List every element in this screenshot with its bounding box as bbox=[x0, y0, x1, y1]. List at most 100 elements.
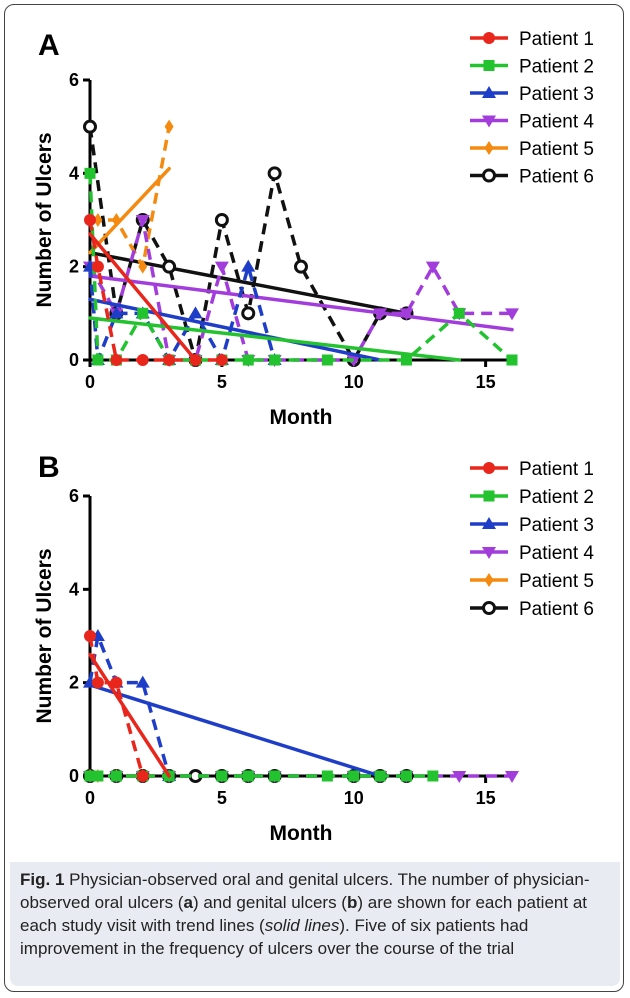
caption-solid-lines: solid lines bbox=[264, 916, 340, 935]
legend-label-a: Patient 2 bbox=[519, 57, 594, 78]
y-tick-label-a: 4 bbox=[69, 163, 79, 183]
y-tick-label-b: 4 bbox=[69, 579, 79, 599]
panel-a: A 0 2 4 6 0 5 10 15 Month Number of Ulcers Pati… bbox=[33, 29, 594, 429]
axes-a: 0 2 4 6 0 5 10 15 bbox=[69, 70, 512, 392]
data-point-patient-2-b bbox=[427, 770, 439, 782]
data-point-patient-6-a bbox=[267, 166, 282, 181]
legend-a: Patient 1 Patient 2 Patient 3 Patient 4 Pati… bbox=[470, 29, 594, 188]
caption-text-2: ) and genital ulcers ( bbox=[192, 893, 347, 912]
data-point-patient-3-a bbox=[188, 306, 203, 319]
legend-item-patient-2-b: Patient 2 bbox=[470, 487, 594, 508]
legend-item-patient-1-b: Patient 1 bbox=[470, 459, 594, 480]
data-point-patient-2-a bbox=[506, 354, 518, 366]
y-tick-label-b: 0 bbox=[69, 766, 79, 786]
legend-label-b: Patient 5 bbox=[519, 571, 594, 592]
legend-label-a: Patient 5 bbox=[519, 139, 594, 160]
panel-b: B 0 2 4 6 0 5 10 15 Month Number of Ulcers Pati… bbox=[33, 451, 594, 845]
data-point-patient-2-a bbox=[321, 354, 333, 366]
data-point-patient-3-a bbox=[241, 259, 256, 272]
x-tick-label-b: 5 bbox=[217, 788, 227, 808]
series-line-patient-6-a bbox=[88, 126, 407, 362]
x-tick-label-b: 15 bbox=[476, 788, 496, 808]
data-point-patient-1-b bbox=[91, 676, 104, 689]
legend-marker-a bbox=[482, 168, 496, 183]
x-tick-label-b: 10 bbox=[344, 788, 364, 808]
legend-label-b: Patient 4 bbox=[519, 543, 594, 564]
data-point-patient-1-a bbox=[84, 214, 96, 226]
panel-letter-a: A bbox=[38, 29, 60, 62]
data-point-patient-6-a bbox=[294, 259, 308, 274]
data-point-patient-4-b bbox=[505, 771, 519, 783]
data-point-patient-4-a bbox=[214, 261, 229, 274]
series-patient-1-b bbox=[84, 630, 171, 782]
legend-label-b: Patient 2 bbox=[519, 487, 594, 508]
data-point-patient-2-a bbox=[401, 354, 412, 366]
data-point-patient-2-a bbox=[137, 307, 149, 319]
data-point-patient-4-a bbox=[505, 308, 519, 321]
data-point-patient-5-a bbox=[164, 119, 174, 134]
legend-marker-a bbox=[482, 86, 496, 98]
caption-fig-label: Fig. 1 bbox=[20, 870, 65, 889]
data-point-patient-4-a bbox=[135, 215, 150, 227]
plot-area-b bbox=[83, 629, 519, 783]
data-point-patient-2-b bbox=[269, 770, 281, 782]
legend-marker-b bbox=[482, 547, 496, 559]
data-point-patient-2-a bbox=[242, 354, 254, 366]
x-axis-title-a: Month bbox=[270, 406, 333, 429]
legend-item-patient-4-b: Patient 4 bbox=[470, 543, 594, 564]
data-point-patient-2-a bbox=[453, 307, 465, 319]
y-tick-label-b: 2 bbox=[69, 673, 79, 693]
legend-marker-b bbox=[483, 490, 495, 502]
legend-marker-a bbox=[483, 32, 495, 44]
data-point-patient-2-a bbox=[84, 167, 96, 179]
caption-ref-b: b bbox=[346, 893, 358, 912]
y-tick-label-a: 2 bbox=[69, 257, 79, 277]
legend-item-patient-5-b: Patient 5 bbox=[470, 571, 594, 592]
y-tick-label-a: 0 bbox=[69, 350, 79, 370]
data-point-patient-1-b bbox=[84, 630, 96, 642]
data-point-patient-2-b bbox=[110, 770, 122, 782]
legend-item-patient-5-a: Patient 5 bbox=[470, 139, 594, 160]
data-point-patient-1-a bbox=[189, 354, 202, 366]
legend-b: Patient 1 Patient 2 Patient 3 Patient 4 Pati… bbox=[470, 459, 594, 620]
trend-line-patient-5-a bbox=[88, 166, 171, 255]
figure-caption: Fig. 1 Physician-observed oral and genit… bbox=[20, 868, 616, 960]
caption-text-4: ). Five of six patients had improvement … bbox=[20, 916, 529, 958]
data-point-patient-2-a bbox=[269, 354, 281, 366]
y-axis-title-b: Number of Ulcers bbox=[33, 548, 56, 723]
caption-text-3: ) are shown for each patient at each stu… bbox=[20, 893, 587, 935]
trend-line-patient-1-a bbox=[88, 232, 198, 362]
trend-line-patient-4-a bbox=[88, 274, 514, 332]
panel-letter-b: B bbox=[38, 451, 60, 484]
data-point-patient-4-a bbox=[399, 308, 414, 321]
data-point-patient-5-a bbox=[111, 213, 121, 227]
data-point-patient-1-a bbox=[110, 354, 123, 366]
legend-item-patient-1-a: Patient 1 bbox=[470, 29, 594, 50]
data-point-patient-1-a bbox=[163, 354, 176, 366]
x-tick-label-a: 0 bbox=[85, 372, 95, 392]
caption-text-1: Physician-observed oral and genital ulce… bbox=[20, 870, 590, 912]
legend-marker-b bbox=[484, 573, 494, 587]
data-point-patient-4-a bbox=[346, 355, 361, 367]
data-point-patient-3-a bbox=[109, 306, 124, 319]
trend-line-patient-2-a bbox=[88, 316, 461, 362]
axes-b: 0 2 4 6 0 5 10 15 bbox=[69, 486, 512, 808]
legend-label-a: Patient 3 bbox=[519, 84, 594, 105]
caption-background bbox=[10, 862, 620, 986]
data-point-patient-1-a bbox=[136, 354, 149, 366]
legend-label-a: Patient 6 bbox=[519, 167, 594, 188]
data-point-patient-6-a bbox=[162, 259, 177, 274]
legend-marker-b bbox=[483, 462, 495, 474]
legend-label-a: Patient 4 bbox=[519, 112, 594, 133]
data-point-patient-6-a bbox=[214, 213, 229, 227]
data-point-patient-2-b bbox=[216, 770, 228, 782]
legend-label-b: Patient 3 bbox=[519, 515, 594, 536]
x-tick-label-b: 0 bbox=[85, 788, 95, 808]
data-point-patient-2-b bbox=[348, 770, 360, 782]
figure-frame bbox=[4, 4, 624, 992]
trend-line-patient-1-b bbox=[88, 652, 171, 778]
data-point-patient-1-a bbox=[215, 354, 228, 366]
series-patient-5-a bbox=[85, 119, 174, 274]
legend-marker-b bbox=[482, 517, 496, 529]
